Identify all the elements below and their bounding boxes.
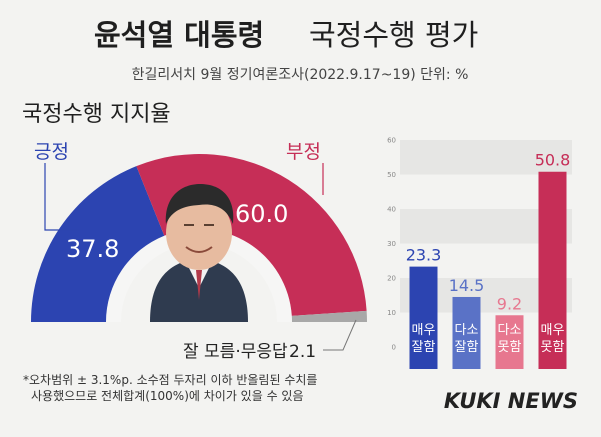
y-tick-label: 10 bbox=[387, 309, 396, 317]
footnote-line-2: 사용했으므로 전체합계(100%)에 차이가 있을 수 있음 bbox=[31, 389, 304, 403]
y-tick-label: 30 bbox=[387, 240, 396, 248]
y-tick-label: 0 bbox=[392, 344, 396, 352]
title-light: 국정수행 평가 bbox=[309, 18, 478, 52]
y-tick-label: 20 bbox=[387, 275, 396, 283]
bar bbox=[495, 315, 524, 369]
bar bbox=[452, 296, 481, 369]
y-tick-label: 50 bbox=[387, 171, 396, 179]
bar-value-label: 50.8 bbox=[535, 151, 571, 170]
y-tick-label: 40 bbox=[387, 206, 396, 214]
positive-label: 긍정 bbox=[34, 141, 69, 163]
category-label: 매우 bbox=[412, 323, 436, 338]
y-tick-label: 60 bbox=[387, 137, 396, 145]
grid-band bbox=[400, 140, 572, 175]
section-title: 국정수행 지지율 bbox=[22, 102, 171, 127]
bar-value-label: 14.5 bbox=[449, 276, 485, 295]
undecided-leader-line bbox=[323, 319, 357, 351]
donut-inner-ring bbox=[106, 229, 292, 322]
undecided-label: 잘 모름·무응답 bbox=[183, 342, 288, 362]
undecided-value: 2.1 bbox=[289, 342, 316, 362]
category-label: 매우 bbox=[541, 323, 565, 338]
category-label: 잘함 bbox=[412, 340, 436, 355]
negative-value: 60.0 bbox=[235, 200, 288, 228]
brand-logo: KUKI NEWS bbox=[444, 389, 578, 413]
bar bbox=[409, 266, 438, 369]
category-label: 못함 bbox=[541, 340, 565, 355]
positive-leader-line bbox=[44, 163, 80, 231]
category-label: 다소 bbox=[455, 323, 479, 338]
footnote-line-1: *오차범위 ± 3.1%p. 소수점 두자리 이하 반올림된 수치를 bbox=[23, 373, 317, 387]
bar-value-label: 9.2 bbox=[497, 294, 522, 313]
category-label: 못함 bbox=[498, 340, 522, 355]
bar-value-label: 23.3 bbox=[406, 246, 442, 265]
category-label: 다소 bbox=[498, 323, 522, 338]
donut-slice-positive bbox=[31, 166, 165, 322]
positive-value: 37.8 bbox=[66, 235, 119, 263]
negative-label: 부정 bbox=[286, 141, 321, 163]
donut-slice-undecided bbox=[291, 310, 367, 322]
portrait-photo bbox=[150, 184, 248, 322]
subtitle: 한길리서치 9월 정기여론조사(2022.9.17~19) 단위: % bbox=[132, 67, 469, 83]
category-label: 잘함 bbox=[455, 340, 479, 355]
title-bold: 윤석열 대통령 bbox=[94, 18, 264, 52]
bar bbox=[538, 171, 567, 369]
